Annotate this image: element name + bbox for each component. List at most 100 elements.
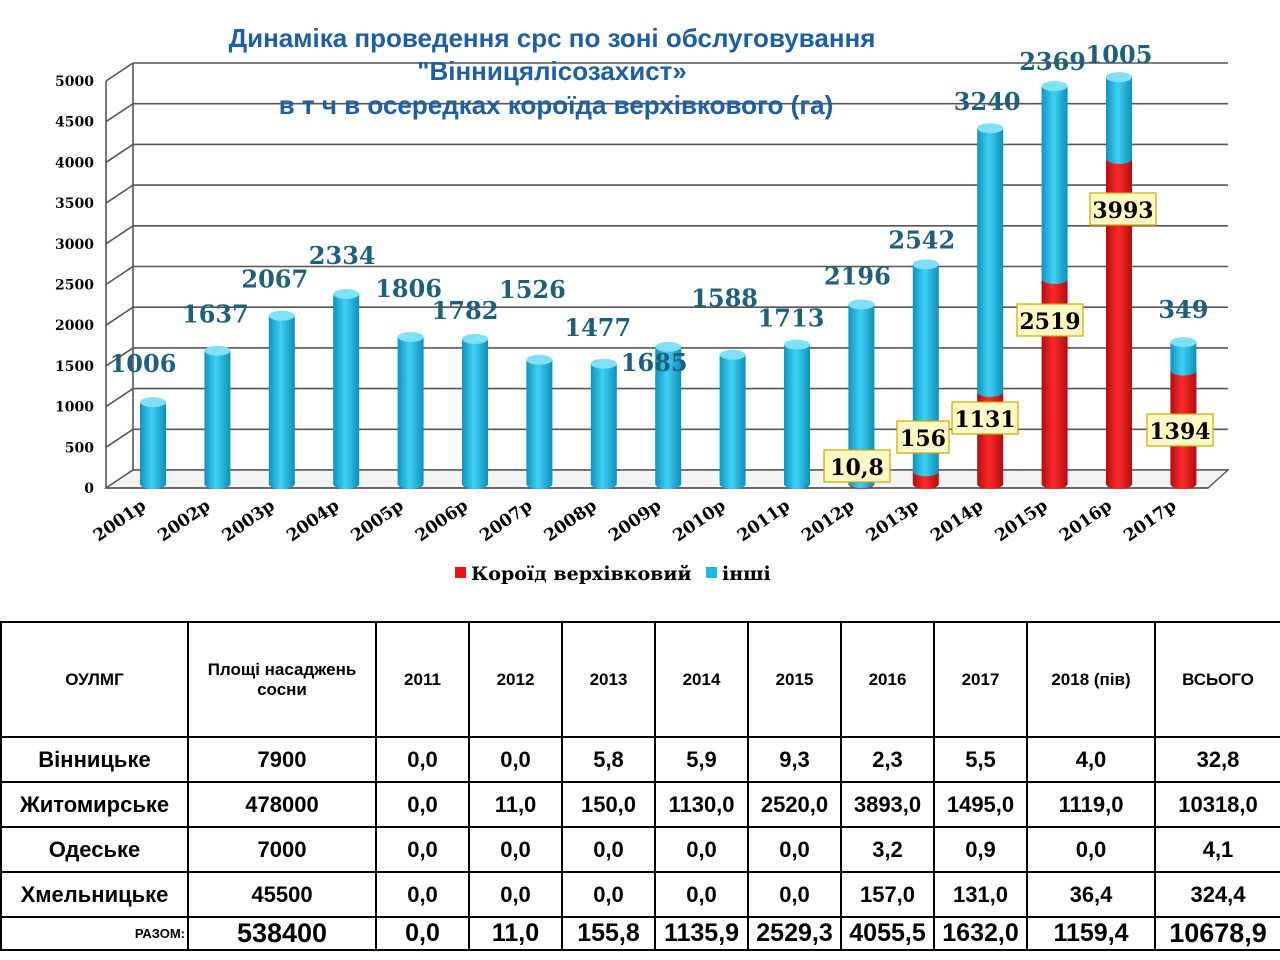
data-label-others: 1685 bbox=[621, 348, 688, 377]
bar-others-2017р bbox=[1170, 337, 1197, 376]
year-value-cell: 1130,0 bbox=[654, 781, 749, 828]
year-value-cell: 0,0 bbox=[375, 781, 470, 828]
year-value-cell: 4,0 bbox=[1026, 736, 1156, 783]
bar-others-2010р bbox=[719, 349, 746, 489]
bar-others-2015р bbox=[1041, 81, 1068, 284]
pine-area-cell: 7000 bbox=[187, 826, 377, 873]
x-tick-label: 2001р bbox=[90, 496, 150, 546]
data-label-bark-beetle: 1131 bbox=[951, 401, 1019, 435]
year-value-cell: 0,0 bbox=[654, 871, 749, 918]
data-label-bark-beetle: 1394 bbox=[1146, 413, 1214, 447]
pine-area-cell: 45500 bbox=[187, 871, 377, 918]
header-cell: 2015 bbox=[747, 621, 842, 738]
header-cell: Площі насаджень сосни bbox=[187, 621, 377, 738]
header-cell: 2017 bbox=[933, 621, 1028, 738]
y-tick-label: 5000 bbox=[55, 74, 94, 90]
table-row: Житомирське 478000 0,0 11,0 150,0 1130,0 2520,… bbox=[0, 781, 1280, 828]
year-value-cell: 0,0 bbox=[561, 871, 656, 918]
header-cell: ОУЛМГ bbox=[0, 621, 189, 738]
region-name-cell: Одеське bbox=[0, 826, 189, 873]
x-tick-label: 2002р bbox=[154, 496, 214, 546]
y-tick-label: 2500 bbox=[55, 278, 94, 294]
legend-label-others: інші bbox=[722, 563, 771, 585]
bar-others-2008р bbox=[590, 358, 617, 489]
chart-title-line-3: в т ч в осередках короїда верхівкового (… bbox=[279, 90, 834, 120]
bar-others-2006р bbox=[462, 333, 488, 489]
header-cell: 2016 bbox=[840, 621, 935, 738]
gridline-side bbox=[105, 306, 134, 326]
svg-text:10,8: 10,8 bbox=[830, 455, 884, 481]
year-value-cell: 5,5 bbox=[933, 736, 1028, 783]
year-value-cell: 36,4 bbox=[1026, 871, 1156, 918]
table-row: Вінницьке 7900 0,0 0,0 5,8 5,9 9,3 2,3 5,5 4,0 32,… bbox=[0, 736, 1280, 783]
legend-swatch-bark-beetle bbox=[455, 567, 466, 578]
gridline-side bbox=[105, 347, 134, 367]
bar-others-2004р bbox=[333, 289, 360, 489]
header-cell: 2013 bbox=[561, 621, 656, 738]
bar-others-2003р bbox=[268, 310, 295, 489]
data-table: ОУЛМГ Площі насаджень сосни 2011 2012 20… bbox=[0, 621, 1280, 951]
bar-others-2007р bbox=[526, 354, 553, 489]
x-tick-label: 2010р bbox=[669, 496, 729, 546]
year-value-cell: 5,8 bbox=[561, 736, 656, 783]
y-tick-label: 1000 bbox=[55, 400, 94, 416]
x-tick-label: 2016р bbox=[1056, 496, 1116, 546]
bar-others-2011р bbox=[784, 339, 810, 489]
x-tick-label: 2006р bbox=[412, 496, 472, 546]
year-value-cell: 0,0 bbox=[1026, 826, 1156, 873]
data-label-bark-beetle: 156 bbox=[896, 420, 950, 454]
year-value-cell: 0,0 bbox=[375, 826, 470, 873]
y-tick-label: 500 bbox=[65, 440, 94, 456]
year-value-cell: 3,2 bbox=[840, 826, 935, 873]
data-label-others: 1637 bbox=[182, 300, 249, 329]
year-value-cell: 1495,0 bbox=[933, 781, 1028, 828]
table-row: Одеське 7000 0,0 0,0 0,0 0,0 0,0 3,2 0,9 0,0 4,1 bbox=[0, 826, 1280, 873]
gridline-side bbox=[105, 184, 134, 204]
gridline-side bbox=[105, 225, 134, 245]
year-value-cell: 150,0 bbox=[561, 781, 656, 828]
bar-others-2005р bbox=[397, 331, 424, 489]
svg-text:1131: 1131 bbox=[954, 407, 1015, 433]
data-label-others: 1526 bbox=[499, 275, 566, 304]
data-label-others: 2542 bbox=[888, 225, 955, 254]
bar-others-2009р bbox=[655, 341, 682, 489]
year-value-cell: 1135,9 bbox=[654, 916, 749, 951]
gridline-side bbox=[105, 265, 134, 286]
total-value-cell: 10318,0 bbox=[1154, 781, 1280, 828]
header-cell: 2018 (пів) bbox=[1026, 621, 1156, 738]
region-name-cell: Хмельницьке bbox=[0, 871, 189, 918]
year-value-cell: 157,0 bbox=[840, 871, 935, 918]
y-tick-label: 3000 bbox=[55, 237, 94, 253]
y-tick-label: 1500 bbox=[55, 359, 94, 375]
x-tick-label: 2004р bbox=[283, 496, 343, 546]
data-label-others: 1588 bbox=[691, 284, 758, 313]
year-value-cell: 1119,0 bbox=[1026, 781, 1156, 828]
year-value-cell: 1159,4 bbox=[1026, 916, 1156, 951]
year-value-cell: 0,0 bbox=[654, 826, 749, 873]
year-value-cell: 155,8 bbox=[561, 916, 656, 951]
pine-area-cell: 7900 bbox=[187, 736, 377, 783]
legend: Короїд верхівковий інші bbox=[455, 563, 771, 585]
year-value-cell: 0,0 bbox=[468, 826, 563, 873]
gridline-side bbox=[105, 62, 134, 82]
y-tick-label: 4000 bbox=[55, 155, 94, 171]
header-cell: 2012 bbox=[468, 621, 563, 738]
gridline-side bbox=[105, 387, 134, 408]
total-label-cell: РАЗОМ: bbox=[0, 916, 189, 951]
gridline-side bbox=[105, 428, 134, 448]
year-value-cell: 3893,0 bbox=[840, 781, 935, 828]
total-value-cell: 4,1 bbox=[1154, 826, 1280, 873]
gridline-side bbox=[105, 103, 134, 123]
year-value-cell: 2520,0 bbox=[747, 781, 842, 828]
region-name-cell: Житомирське bbox=[0, 781, 189, 828]
year-value-cell: 0,0 bbox=[375, 736, 470, 783]
total-value-cell: 32,8 bbox=[1154, 736, 1280, 783]
x-tick-label: 2003р bbox=[219, 496, 279, 546]
data-label-others: 2369 bbox=[1019, 47, 1086, 76]
table-total-row: РАЗОМ: 538400 0,0 11,0 155,8 1135,9 2529,3 4055… bbox=[0, 916, 1280, 951]
data-label-others: 1713 bbox=[758, 304, 825, 333]
x-tick-label: 2009р bbox=[605, 496, 665, 546]
data-label-others: 1477 bbox=[564, 313, 631, 342]
total-value-cell: 324,4 bbox=[1154, 871, 1280, 918]
x-tick-label: 2013р bbox=[863, 496, 923, 546]
